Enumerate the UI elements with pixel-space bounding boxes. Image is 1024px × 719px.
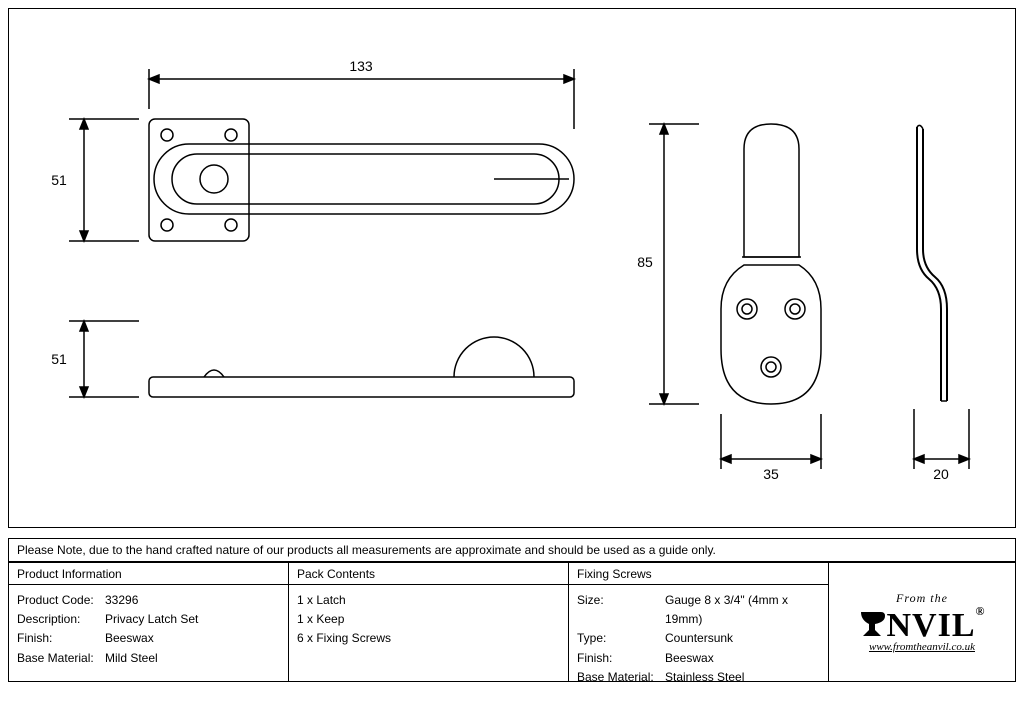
dim-51b: 51 — [51, 351, 67, 367]
col-pack-contents: Pack Contents 1 x Latch 1 x Keep 6 x Fix… — [289, 563, 569, 681]
dim-133: 133 — [349, 58, 373, 74]
anvil-icon — [859, 606, 887, 636]
note-text: Please Note, due to the hand crafted nat… — [17, 543, 716, 557]
label-code: Product Code: — [17, 591, 105, 610]
drawing-svg: 133 51 51 85 35 20 — [9, 9, 1015, 527]
label-size: Size: — [577, 591, 665, 629]
value-size: Gauge 8 x 3/4" (4mm x 19mm) — [665, 591, 820, 629]
col-fixing-screws: Fixing Screws Size:Gauge 8 x 3/4" (4mm x… — [569, 563, 829, 681]
value-sfinish: Beeswax — [665, 649, 714, 668]
value-sbase: Stainless Steel — [665, 668, 744, 687]
pack-item-3: 6 x Fixing Screws — [297, 629, 560, 648]
logo: From the NVIL® www.fromtheanvil.co.uk — [859, 591, 986, 654]
header-product-info: Product Information — [9, 563, 288, 585]
dim-35: 35 — [763, 466, 779, 482]
logo-from: From the — [859, 591, 986, 606]
header-screws: Fixing Screws — [569, 563, 828, 585]
info-table: Product Information Product Code:33296 D… — [8, 562, 1016, 682]
value-desc: Privacy Latch Set — [105, 610, 198, 629]
note-bar: Please Note, due to the hand crafted nat… — [8, 538, 1016, 562]
dim-51a: 51 — [51, 172, 67, 188]
logo-url: www.fromtheanvil.co.uk — [859, 641, 986, 653]
pack-item-2: 1 x Keep — [297, 610, 560, 629]
value-finish: Beeswax — [105, 629, 154, 648]
value-code: 33296 — [105, 591, 138, 610]
pack-item-1: 1 x Latch — [297, 591, 560, 610]
logo-reg: ® — [976, 604, 986, 618]
value-base: Mild Steel — [105, 649, 158, 668]
col-logo: From the NVIL® www.fromtheanvil.co.uk — [829, 563, 1015, 681]
header-pack: Pack Contents — [289, 563, 568, 585]
label-desc: Description: — [17, 610, 105, 629]
label-finish: Finish: — [17, 629, 105, 648]
label-sfinish: Finish: — [577, 649, 665, 668]
label-type: Type: — [577, 629, 665, 648]
col-product-info: Product Information Product Code:33296 D… — [9, 563, 289, 681]
dim-85: 85 — [637, 254, 653, 270]
label-sbase: Base Material: — [577, 668, 665, 687]
dim-20: 20 — [933, 466, 949, 482]
logo-text: NVIL — [887, 607, 976, 644]
drawing-area: 133 51 51 85 35 20 — [8, 8, 1016, 528]
value-type: Countersunk — [665, 629, 733, 648]
label-base: Base Material: — [17, 649, 105, 668]
